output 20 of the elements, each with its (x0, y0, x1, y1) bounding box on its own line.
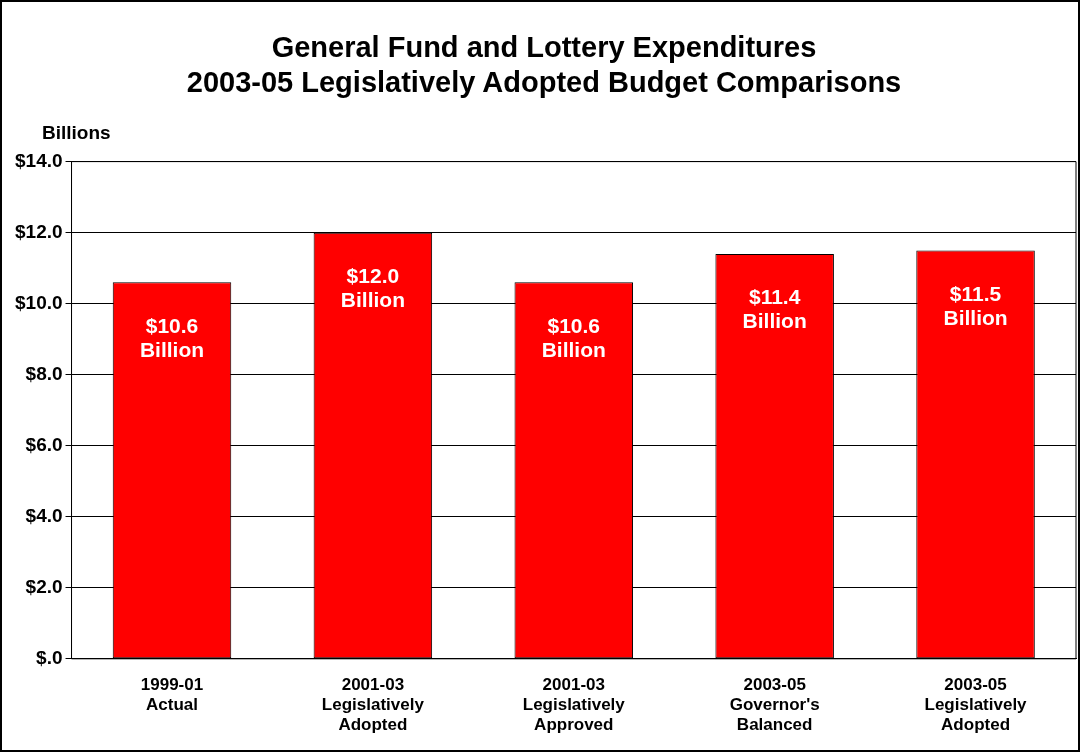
y-axis-title: Billions (42, 122, 111, 144)
data-label: $11.5 Billion (943, 281, 1008, 329)
data-label: $10.6 Billion (139, 313, 205, 361)
x-tick-label: 2003-05 Governor's Balanced (729, 674, 820, 735)
y-tick-label: $.0 (36, 647, 63, 669)
data-label: $12.0 Billion (340, 263, 405, 311)
y-tick-label: $2.0 (25, 576, 63, 598)
y-tick-label: $10.0 (15, 291, 63, 313)
x-tick-label: 2001-03 Legislatively Approved (522, 674, 626, 735)
y-tick-label: $12.0 (15, 220, 63, 242)
y-tick-label: $4.0 (25, 504, 63, 526)
x-tick-label: 2001-03 Legislatively Adopted (321, 674, 425, 735)
y-tick-label: $8.0 (25, 362, 63, 384)
y-tick-label: $6.0 (25, 433, 63, 455)
y-tick-label: $14.0 (15, 149, 63, 171)
x-tick-label: 1999-01 Actual (140, 674, 204, 715)
chart-title: General Fund and Lottery Expenditures 2003-05 Legislatively Adopted Budget Comparisons (186, 31, 902, 99)
data-label: $10.6 Billion (541, 313, 606, 361)
x-tick-label: 2003-05 Legislatively Adopted (924, 674, 1028, 735)
data-label: $11.4 Billion (742, 285, 807, 333)
